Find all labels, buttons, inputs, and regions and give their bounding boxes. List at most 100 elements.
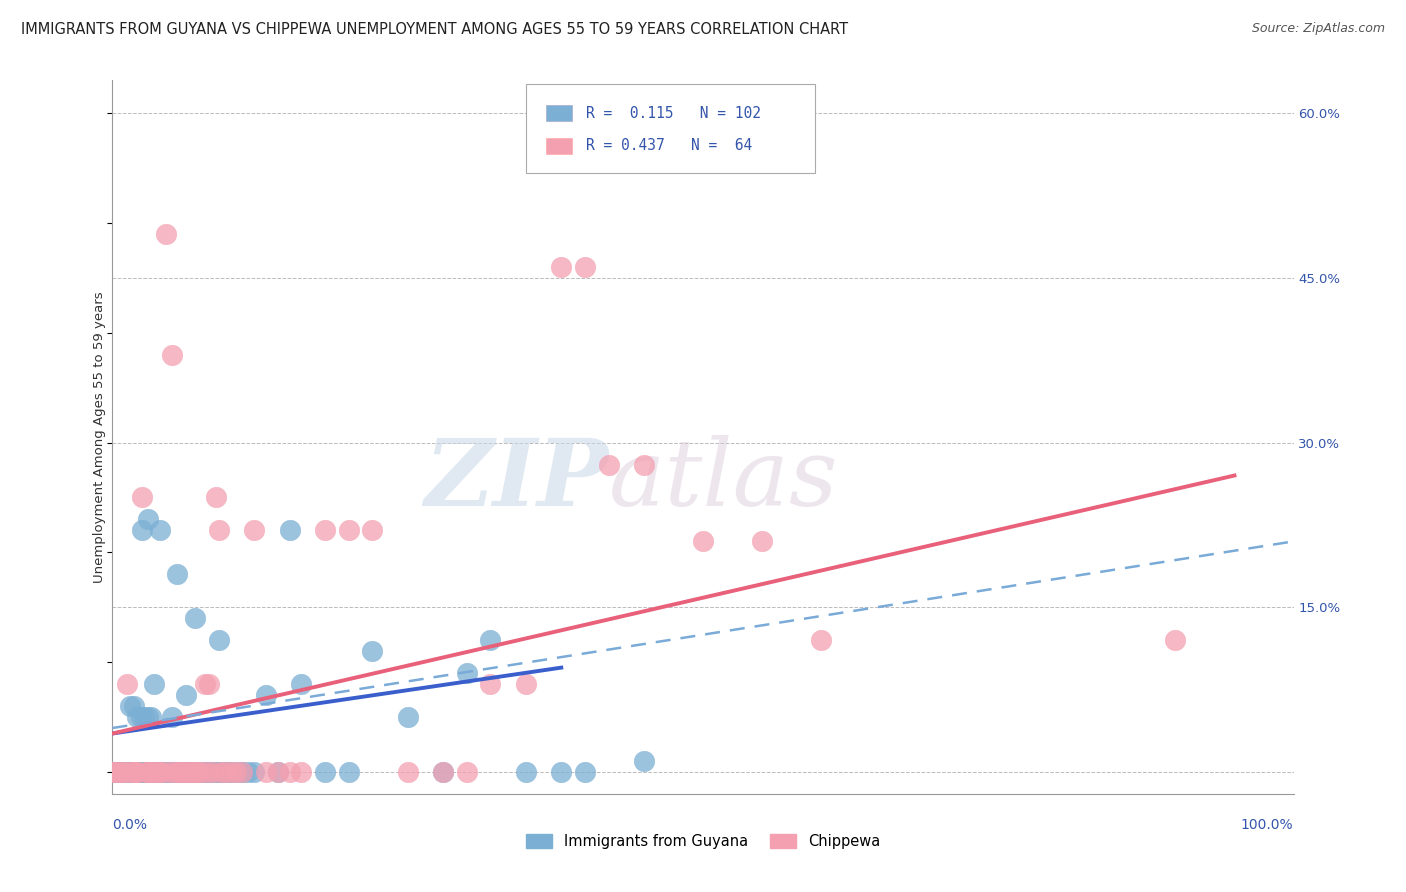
Text: IMMIGRANTS FROM GUYANA VS CHIPPEWA UNEMPLOYMENT AMONG AGES 55 TO 59 YEARS CORREL: IMMIGRANTS FROM GUYANA VS CHIPPEWA UNEMP… xyxy=(21,22,848,37)
Text: Source: ZipAtlas.com: Source: ZipAtlas.com xyxy=(1251,22,1385,36)
Point xyxy=(515,764,537,779)
Point xyxy=(290,764,312,779)
Point xyxy=(172,764,194,779)
Point xyxy=(231,764,253,779)
Point xyxy=(225,764,247,779)
Point xyxy=(598,458,620,472)
Point xyxy=(146,764,169,779)
Point xyxy=(238,764,260,779)
Point xyxy=(195,764,218,779)
Point xyxy=(692,534,714,549)
Point xyxy=(155,764,177,779)
Point xyxy=(136,764,159,779)
Point xyxy=(120,764,142,779)
Point xyxy=(278,764,301,779)
Y-axis label: Unemployment Among Ages 55 to 59 years: Unemployment Among Ages 55 to 59 years xyxy=(93,292,105,582)
Point xyxy=(136,710,159,724)
Point xyxy=(111,764,134,779)
Point xyxy=(201,764,224,779)
Point xyxy=(396,764,419,779)
Point xyxy=(181,764,204,779)
Point xyxy=(139,764,162,779)
Point xyxy=(157,764,180,779)
Point xyxy=(163,764,186,779)
Point xyxy=(574,764,596,779)
Point xyxy=(550,764,572,779)
Point xyxy=(170,764,193,779)
Point xyxy=(135,764,157,779)
Point xyxy=(122,764,145,779)
Point xyxy=(120,764,142,779)
Point xyxy=(165,764,187,779)
FancyBboxPatch shape xyxy=(526,84,815,173)
Point xyxy=(150,764,173,779)
Text: R =  0.115   N = 102: R = 0.115 N = 102 xyxy=(586,105,761,120)
Point xyxy=(108,764,131,779)
Point xyxy=(142,764,165,779)
Point xyxy=(456,764,478,779)
Point xyxy=(132,764,155,779)
Point xyxy=(198,764,221,779)
Point xyxy=(231,764,253,779)
Point xyxy=(118,764,141,779)
Point xyxy=(179,764,201,779)
Point xyxy=(479,677,502,691)
Point xyxy=(172,764,194,779)
Point xyxy=(142,764,165,779)
Text: 100.0%: 100.0% xyxy=(1241,818,1294,832)
Point xyxy=(190,764,212,779)
Point xyxy=(107,764,129,779)
Point xyxy=(142,764,165,779)
Point xyxy=(122,699,145,714)
Point xyxy=(115,764,138,779)
Point xyxy=(209,764,232,779)
Point xyxy=(125,764,148,779)
Point xyxy=(165,764,187,779)
Point xyxy=(179,764,201,779)
Point xyxy=(127,764,149,779)
Point xyxy=(104,764,127,779)
Point xyxy=(150,764,173,779)
Point xyxy=(129,710,152,724)
Point xyxy=(163,764,186,779)
Point xyxy=(208,633,231,648)
Point xyxy=(314,764,336,779)
Point xyxy=(243,764,266,779)
Point xyxy=(186,764,208,779)
Point xyxy=(117,764,139,779)
Point xyxy=(152,764,174,779)
Point xyxy=(214,764,236,779)
Point xyxy=(135,764,157,779)
Point xyxy=(157,764,180,779)
Point xyxy=(217,764,239,779)
Point xyxy=(155,227,177,241)
Point xyxy=(120,764,142,779)
Point xyxy=(267,764,290,779)
Point xyxy=(278,524,301,538)
Point xyxy=(142,764,165,779)
Point xyxy=(149,524,172,538)
Point xyxy=(121,764,143,779)
Point xyxy=(101,764,124,779)
Text: R = 0.437   N =  64: R = 0.437 N = 64 xyxy=(586,138,752,153)
Legend: Immigrants from Guyana, Chippewa: Immigrants from Guyana, Chippewa xyxy=(520,828,886,855)
Point xyxy=(432,764,454,779)
Point xyxy=(456,666,478,681)
Point xyxy=(198,677,221,691)
Point xyxy=(169,764,191,779)
Point xyxy=(515,677,537,691)
Point xyxy=(214,764,236,779)
Point xyxy=(160,348,183,362)
Point xyxy=(184,764,207,779)
Point xyxy=(633,458,655,472)
Point xyxy=(361,524,384,538)
Point xyxy=(254,688,277,702)
Point xyxy=(479,633,502,648)
Point xyxy=(101,764,124,779)
Point xyxy=(396,710,419,724)
Point xyxy=(574,260,596,274)
Point xyxy=(174,688,197,702)
Point xyxy=(136,512,159,526)
Point xyxy=(186,764,208,779)
Point xyxy=(143,764,166,779)
